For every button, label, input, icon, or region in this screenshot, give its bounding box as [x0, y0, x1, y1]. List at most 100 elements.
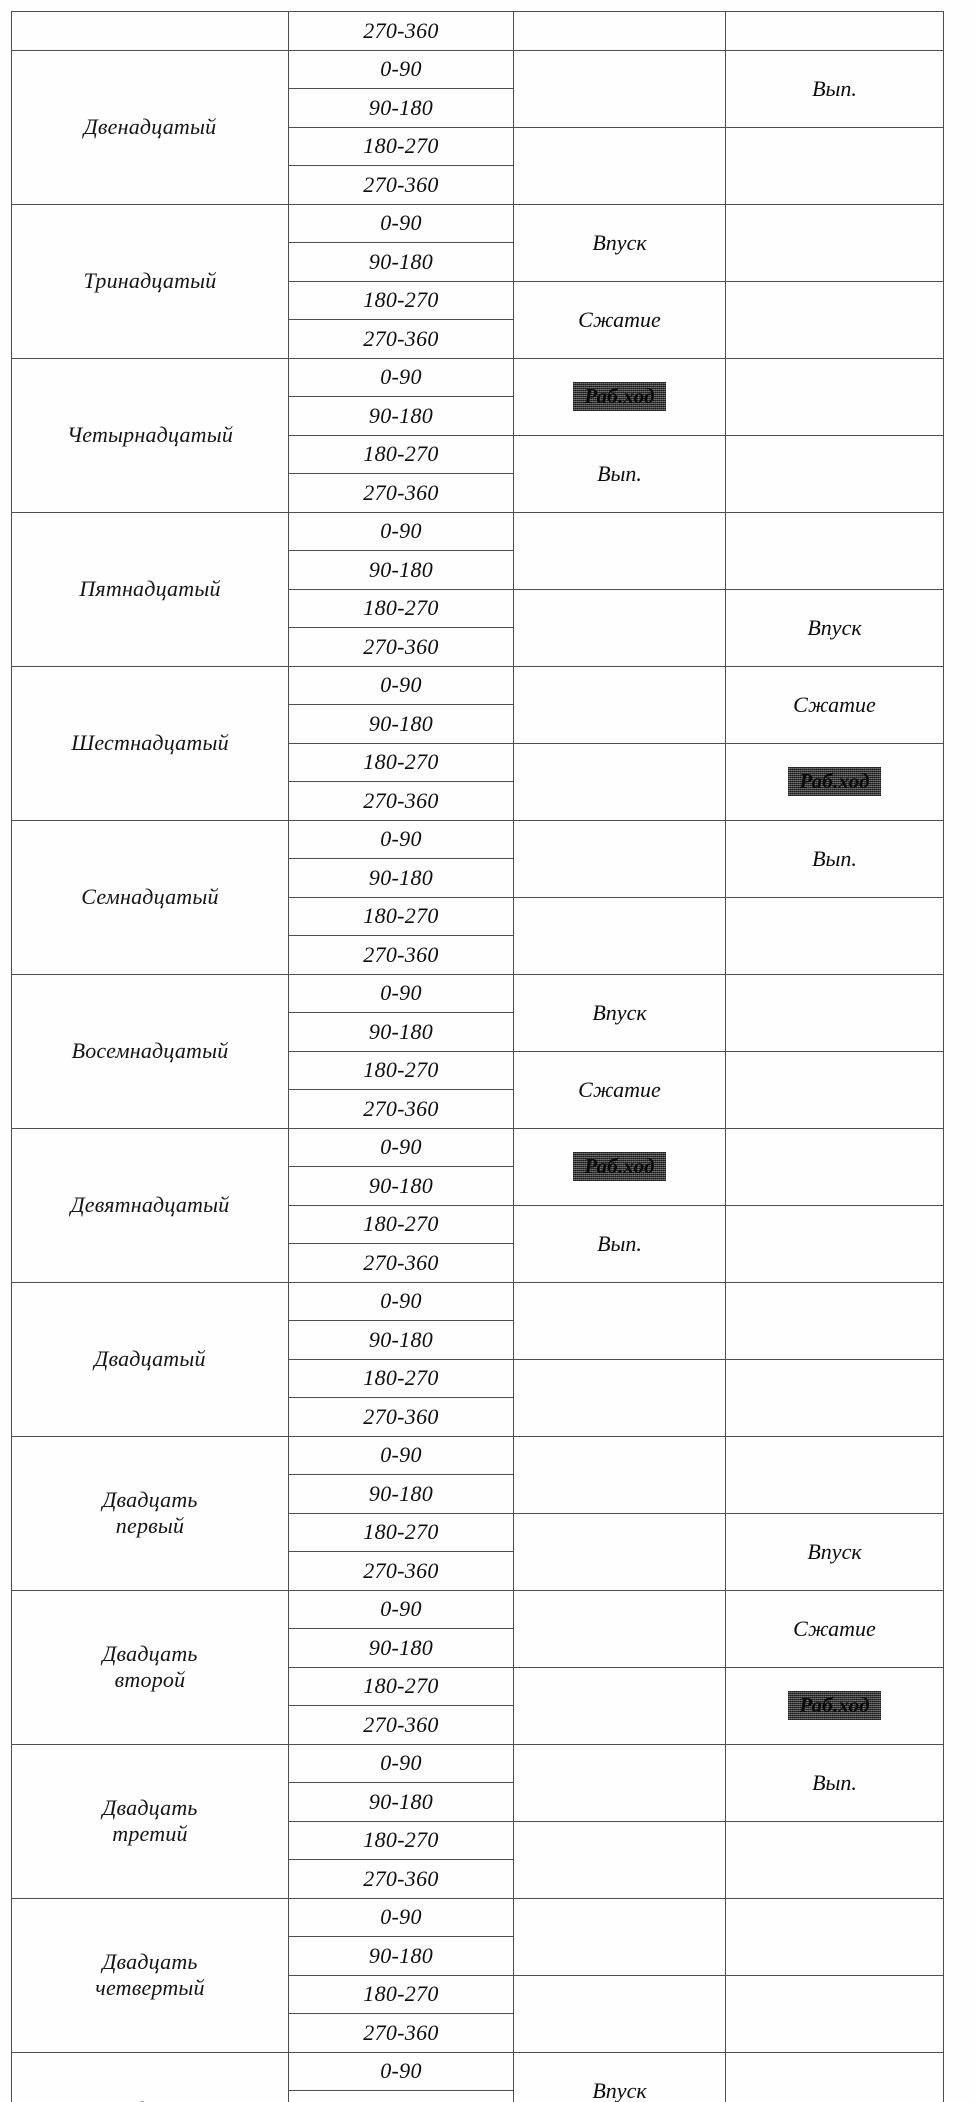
crank-angle-cell: 0-90 — [289, 1128, 514, 1167]
crank-angle-cell: 270-360 — [289, 1552, 514, 1591]
cylinder-name-cell: Двадцатьтретий — [12, 1744, 289, 1898]
phase-b-cell: Вып. — [726, 50, 944, 127]
phase-b-cell — [726, 1051, 944, 1128]
phase-b-cell — [726, 1821, 944, 1898]
crank-angle-cell: 180-270 — [289, 743, 514, 782]
crank-angle-cell: 0-90 — [289, 974, 514, 1013]
phase-b-cell: Сжатие — [726, 666, 944, 743]
phase-b-cell — [726, 1898, 944, 1975]
crank-angle-cell: 180-270 — [289, 897, 514, 936]
crank-angle-cell: 0-90 — [289, 1590, 514, 1629]
crank-angle-cell: 180-270 — [289, 589, 514, 628]
phase-a-cell: Сжатие — [514, 281, 726, 358]
crank-angle-cell: 90-180 — [289, 1629, 514, 1668]
table-row: Двадцатьтретий0-90Вып. — [12, 1744, 944, 1783]
cylinder-name-cell: Двадцатый — [12, 1282, 289, 1436]
cylinder-name-cell: Двадцатьчетвертый — [12, 1898, 289, 2052]
phase-a-cell: Раб.ход — [514, 358, 726, 435]
power-stroke-highlight: Раб.ход — [788, 1691, 880, 1720]
crank-angle-cell: 90-180 — [289, 397, 514, 436]
crank-angle-cell: 90-180 — [289, 1937, 514, 1976]
cylinder-name-line: Двадцатый — [12, 1346, 288, 1372]
phase-a-cell — [514, 1436, 726, 1513]
crank-angle-cell: 270-360 — [289, 320, 514, 359]
power-stroke-highlight: Раб.ход — [573, 382, 665, 411]
cylinder-name-line: Двадцать — [12, 1949, 288, 1975]
phase-a-cell: Впуск — [514, 2052, 726, 2102]
crank-angle-cell: 180-270 — [289, 1821, 514, 1860]
phase-a-cell — [514, 666, 726, 743]
crank-angle-cell: 180-270 — [289, 127, 514, 166]
crank-angle-cell: 180-270 — [289, 1359, 514, 1398]
phase-a-cell — [514, 820, 726, 897]
cylinder-name-line: первый — [12, 1513, 288, 1539]
table-row: Семнадцатый0-90Вып. — [12, 820, 944, 859]
table-row: Двадцать0-90Впуск — [12, 2052, 944, 2091]
phase-b-cell — [726, 2052, 944, 2102]
table-row: Шестнадцатый0-90Сжатие — [12, 666, 944, 705]
phase-b-cell — [726, 1128, 944, 1205]
phase-a-cell — [514, 1744, 726, 1821]
crank-angle-cell: 0-90 — [289, 1898, 514, 1937]
cylinder-name-cell: Пятнадцатый — [12, 512, 289, 666]
table-row: Пятнадцатый0-90 — [12, 512, 944, 551]
crank-angle-cell: 0-90 — [289, 1282, 514, 1321]
phase-a-cell: Впуск — [514, 204, 726, 281]
cylinder-name-cell: Девятнадцатый — [12, 1128, 289, 1282]
phase-b-cell — [726, 281, 944, 358]
phase-b-cell: Раб.ход — [726, 1667, 944, 1744]
crank-angle-cell: 180-270 — [289, 1513, 514, 1552]
cylinder-name-cell — [12, 12, 289, 51]
cylinder-name-cell: Четырнадцатый — [12, 358, 289, 512]
crank-angle-cell: 90-180 — [289, 551, 514, 590]
cylinder-name-line: Двадцать — [12, 1487, 288, 1513]
crank-angle-cell: 90-180 — [289, 243, 514, 282]
table-row: 270-360 — [12, 12, 944, 51]
phase-b-cell: Сжатие — [726, 1590, 944, 1667]
phase-a-cell — [514, 1359, 726, 1436]
cylinder-name-cell: Двадцатьпервый — [12, 1436, 289, 1590]
phase-b-cell — [726, 12, 944, 51]
phase-a-cell — [514, 589, 726, 666]
crank-angle-cell: 270-360 — [289, 628, 514, 667]
power-stroke-highlight: Раб.ход — [573, 1152, 665, 1181]
crank-angle-cell: 180-270 — [289, 435, 514, 474]
table-row: Двадцатый0-90 — [12, 1282, 944, 1321]
phase-a-cell — [514, 1513, 726, 1590]
phase-b-cell — [726, 512, 944, 589]
crank-angle-cell: 90-180 — [289, 1783, 514, 1822]
power-stroke-highlight: Раб.ход — [788, 767, 880, 796]
cylinder-name-line: четвертый — [12, 1975, 288, 2001]
crank-angle-cell: 90-180 — [289, 89, 514, 128]
table-row: Девятнадцатый0-90Раб.ход — [12, 1128, 944, 1167]
phase-b-cell — [726, 358, 944, 435]
cylinder-name-line: Четырнадцатый — [12, 422, 288, 448]
scanned-table-page: 270-360Двенадцатый0-90Вып.90-180180-2702… — [0, 0, 975, 2102]
crank-angle-cell: 270-360 — [289, 2014, 514, 2053]
phase-a-cell — [514, 1667, 726, 1744]
crank-angle-cell: 90-180 — [289, 1321, 514, 1360]
cylinder-name-cell: Семнадцатый — [12, 820, 289, 974]
cylinder-name-line: Двадцать — [12, 2097, 288, 2102]
crank-angle-cell: 270-360 — [289, 474, 514, 513]
table-row: Двадцатьвторой0-90Сжатие — [12, 1590, 944, 1629]
phase-a-cell: Раб.ход — [514, 1128, 726, 1205]
phase-b-cell: Вып. — [726, 820, 944, 897]
cylinder-name-line: Пятнадцатый — [12, 576, 288, 602]
phase-b-cell — [726, 204, 944, 281]
phase-b-cell: Раб.ход — [726, 743, 944, 820]
phase-b-cell — [726, 1205, 944, 1282]
phase-a-cell — [514, 897, 726, 974]
crank-angle-cell: 90-180 — [289, 1013, 514, 1052]
crank-angle-cell: 0-90 — [289, 50, 514, 89]
cylinder-name-line: Шестнадцатый — [12, 730, 288, 756]
crank-angle-cell: 0-90 — [289, 666, 514, 705]
crank-angle-cell: 90-180 — [289, 705, 514, 744]
phase-b-cell — [726, 1359, 944, 1436]
crank-angle-cell: 270-360 — [289, 12, 514, 51]
cylinder-name-cell: Двенадцатый — [12, 50, 289, 204]
crank-angle-cell: 90-180 — [289, 859, 514, 898]
phase-a-cell — [514, 1975, 726, 2052]
table-row: Двадцатьпервый0-90 — [12, 1436, 944, 1475]
phase-a-cell — [514, 127, 726, 204]
